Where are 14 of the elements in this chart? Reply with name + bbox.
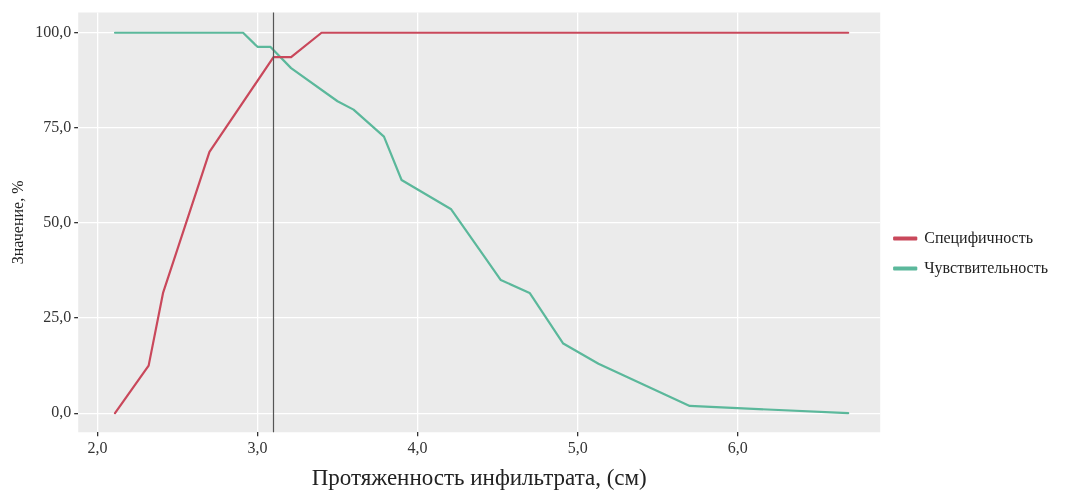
x-tick-label: 4,0 [407,439,428,456]
x-tick-label: 3,0 [247,439,268,456]
y-tick-label: 50,0 [43,213,72,231]
y-tick-label: 100,0 [35,22,72,40]
y-axis-title: Значение, % [8,180,26,265]
y-tick-label: 0,0 [51,403,72,421]
legend-label: Чувствительность [924,258,1048,277]
x-axis-title: Протяженность инфильтрата, (см) [311,465,647,491]
x-tick-label: 2,0 [87,439,108,456]
y-tick-label: 25,0 [43,308,72,326]
x-tick-label: 5,0 [567,439,588,456]
x-tick-label: 6,0 [727,439,748,456]
legend-label: Специфичность [924,228,1033,247]
y-tick-label: 75,0 [43,118,72,136]
